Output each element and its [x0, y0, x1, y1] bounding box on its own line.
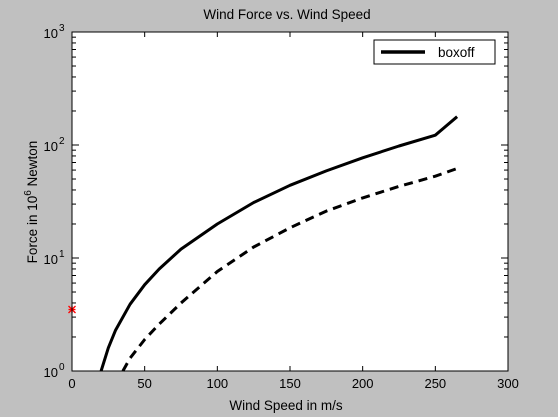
y-axis-label-superscript: 6: [23, 190, 34, 196]
y-tick-label: 10: [44, 139, 58, 154]
y-tick-label-exponent: 2: [59, 136, 65, 147]
x-axis-ticks: 0 50 100 150 200 250 300: [68, 32, 519, 391]
series-line-2-dashed: [121, 167, 458, 372]
y-axis-label-suffix: Newton: [25, 141, 40, 191]
y-tick-label: 10: [44, 26, 58, 41]
y-tick-label-exponent: 1: [59, 249, 65, 260]
legend-entry-label: boxoff: [438, 45, 475, 60]
y-tick-label-exponent: 0: [59, 362, 65, 373]
y-tick-label: 10: [44, 252, 58, 267]
chart-title: Wind Force vs. Wind Speed: [203, 7, 370, 22]
y-tick-label: 10: [44, 365, 58, 380]
x-tick-label: 300: [497, 376, 519, 391]
legend: boxoff: [373, 39, 496, 65]
x-tick-label: 150: [279, 376, 301, 391]
x-tick-label: 100: [206, 376, 228, 391]
x-tick-label: 200: [352, 376, 374, 391]
series-layer: [99, 115, 459, 372]
series-line-1-solid: [99, 115, 459, 372]
y-tick-label-exponent: 3: [59, 23, 65, 34]
plot-area: [72, 32, 508, 371]
x-tick-label: 50: [137, 376, 151, 391]
x-tick-label: 0: [68, 376, 75, 391]
y-axis-label: Force in 106 Newton: [23, 141, 40, 264]
x-axis-label: Wind Speed in m/s: [229, 398, 343, 413]
x-tick-label: 250: [424, 376, 446, 391]
y-axis-label-prefix: Force in 10: [25, 196, 40, 264]
